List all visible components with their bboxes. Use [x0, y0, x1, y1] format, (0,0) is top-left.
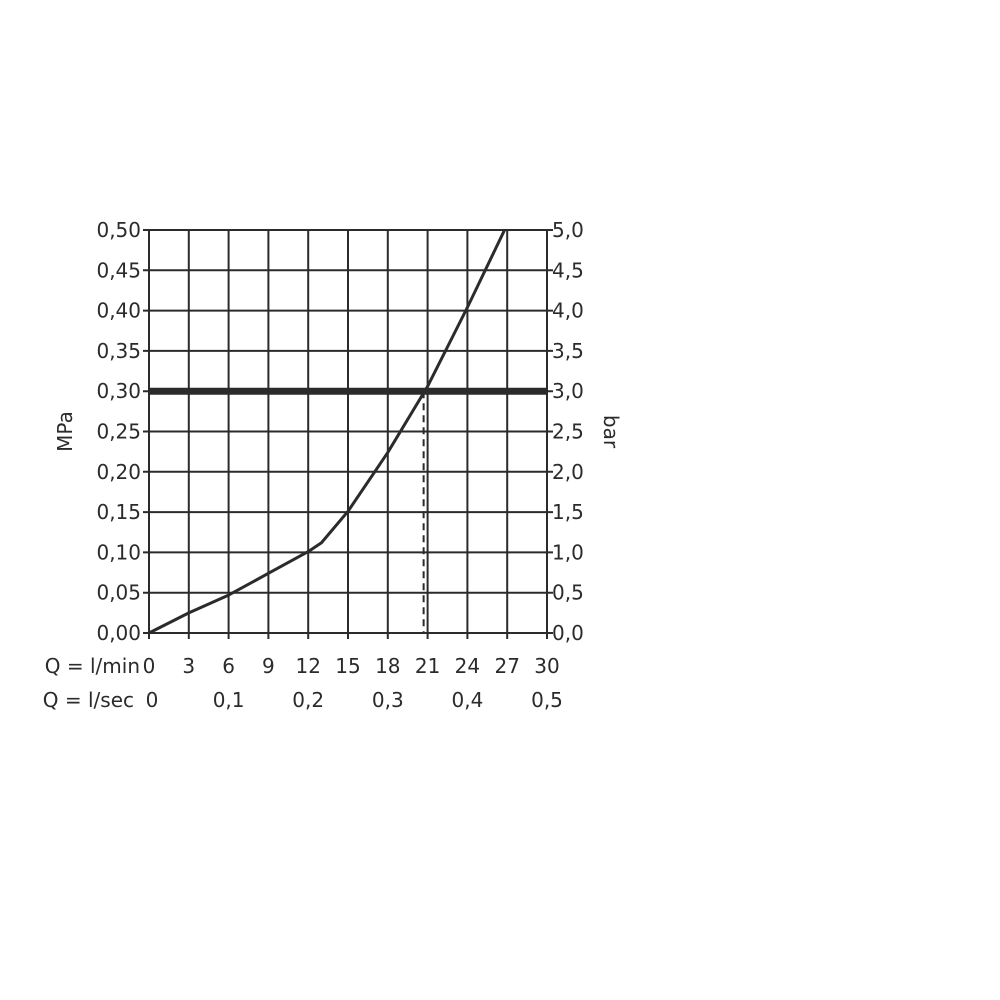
x-tick-label-lmin: 24 — [455, 654, 480, 678]
x-tick-label-lmin: 18 — [375, 654, 400, 678]
x-tick-label-lsec: 0,5 — [531, 688, 563, 712]
y-left-axis-label: MPa — [53, 411, 77, 452]
y-right-tick-label: 1,5 — [552, 500, 584, 524]
y-right-tick-label: 2,5 — [552, 420, 584, 444]
y-left-tick-label: 0,20 — [96, 460, 141, 484]
y-right-tick-label: 0,0 — [552, 621, 584, 645]
x-tick-label-lmin: 27 — [494, 654, 519, 678]
y-left-tick-label: 0,00 — [96, 621, 141, 645]
x-tick-label-lmin: 12 — [295, 654, 320, 678]
series-line — [148, 229, 506, 635]
y-left-tick-label: 0,35 — [96, 339, 141, 363]
y-left-tick-label: 0,30 — [96, 379, 141, 403]
y-right-tick-label: 2,0 — [552, 460, 584, 484]
y-left-tick-label: 0,45 — [96, 258, 141, 282]
x-tick-label-lsec: 0,3 — [372, 688, 404, 712]
x-tick-label-lmin: 30 — [534, 654, 559, 678]
y-left-tick-label: 0,40 — [96, 299, 141, 323]
y-right-tick-label: 0,5 — [552, 581, 584, 605]
y-left-tick-label: 0,05 — [96, 581, 141, 605]
y-right-tick-label: 4,5 — [552, 258, 584, 282]
y-right-tick-label: 1,0 — [552, 540, 584, 564]
x-tick-label-lmin: 15 — [335, 654, 360, 678]
y-right-tick-label: 5,0 — [552, 218, 584, 242]
y-left-tick-label: 0,15 — [96, 500, 141, 524]
y-left-tick-label: 0,10 — [96, 540, 141, 564]
y-right-tick-label: 3,0 — [552, 379, 584, 403]
x-tick-label-lmin: 6 — [222, 654, 235, 678]
x-tick-label-lmin: 9 — [262, 654, 275, 678]
x-tick-label-lmin: 3 — [182, 654, 195, 678]
x-tick-label-lsec: 0,2 — [292, 688, 324, 712]
y-right-tick-label: 4,0 — [552, 299, 584, 323]
y-left-tick-label: 0,50 — [96, 218, 141, 242]
x-tick-label-lsec: 0 — [146, 688, 159, 712]
y-left-tick-label: 0,25 — [96, 420, 141, 444]
y-right-tick-label: 3,5 — [552, 339, 584, 363]
x-tick-label-lmin: 0 — [143, 654, 156, 678]
x-axis-label-lsec: Q = l/sec — [43, 688, 134, 712]
x-tick-label-lsec: 0,1 — [213, 688, 245, 712]
x-tick-label-lmin: 21 — [415, 654, 440, 678]
x-tick-label-lsec: 0,4 — [451, 688, 483, 712]
y-right-axis-label: bar — [599, 415, 623, 449]
x-axis-label-lmin: Q = l/min — [45, 654, 140, 678]
